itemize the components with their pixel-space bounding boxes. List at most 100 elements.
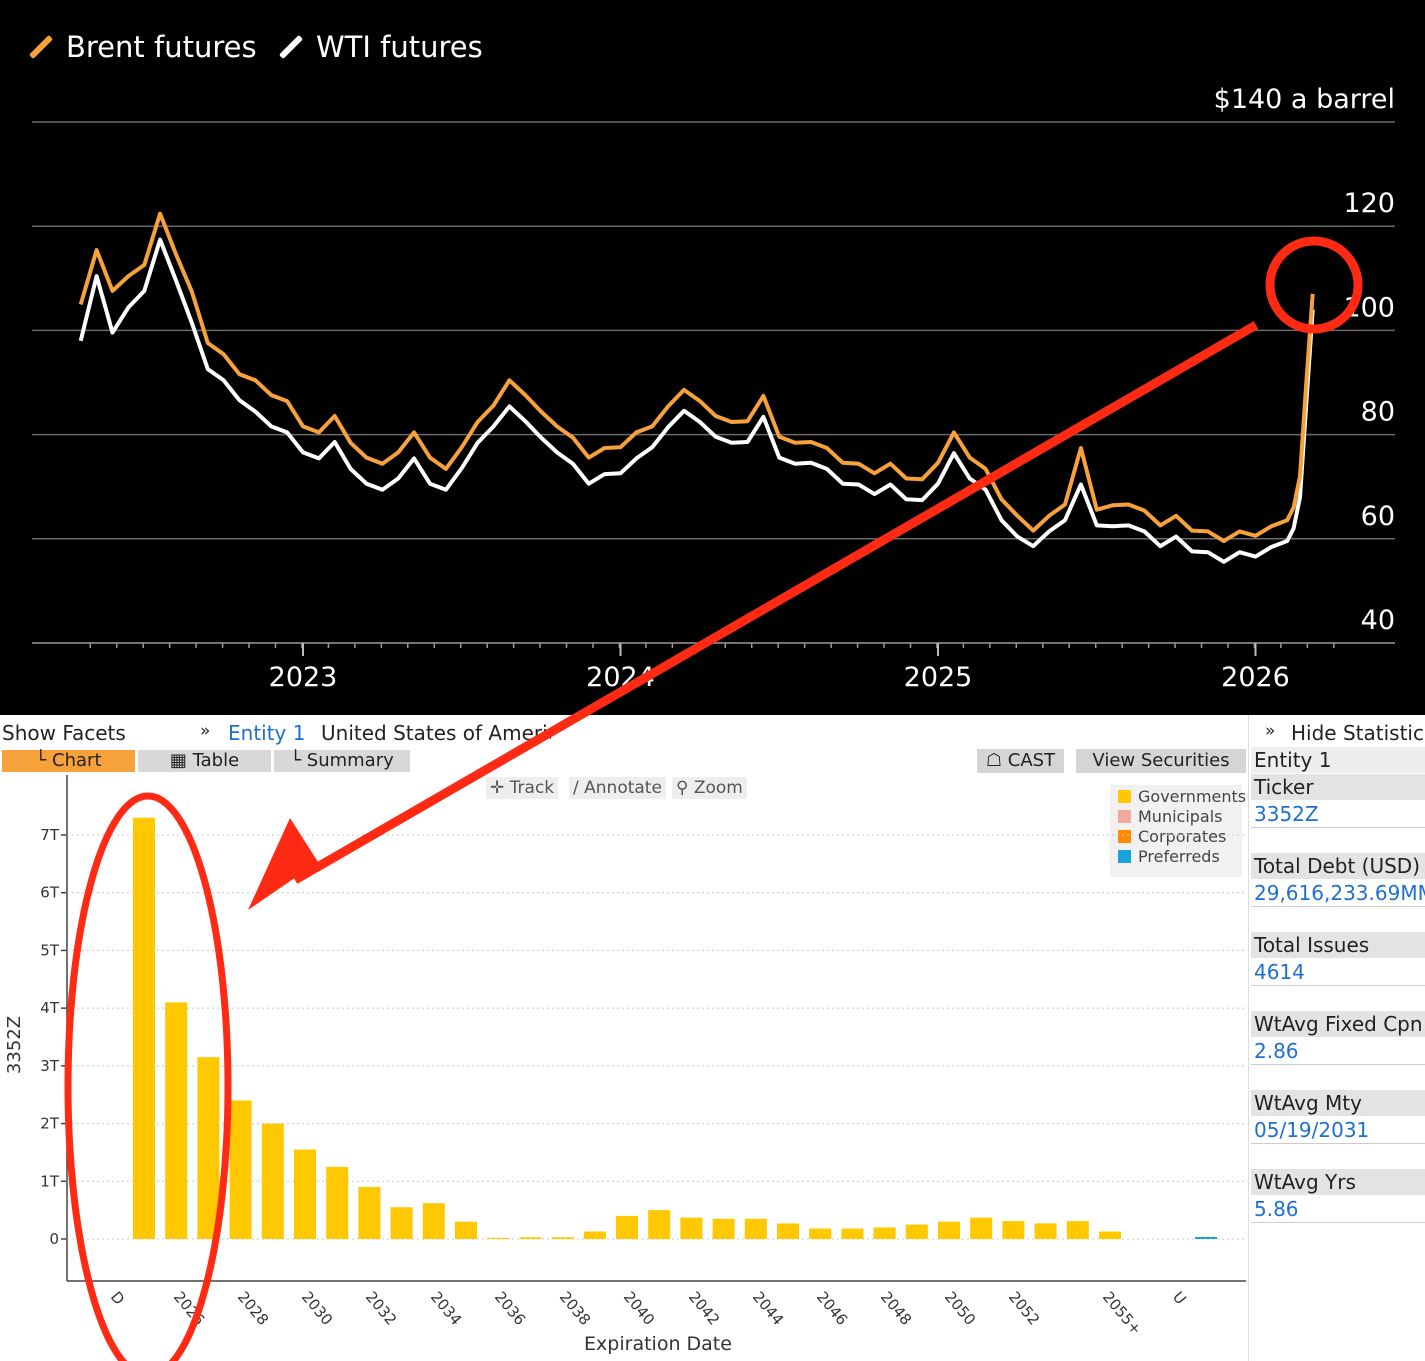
bar-x-tick-U: U [1169,1288,1190,1308]
bar-preferreds-U [1195,1237,1217,1239]
bar-x-tick-2026: 2026 [170,1288,208,1329]
stat-yrs-label: WtAvg Yrs [1251,1169,1425,1195]
y-tick-60: 60 [1361,501,1395,532]
stats-entity: Entity 1 [1251,747,1425,773]
legend-wti: WTI futures [278,30,483,64]
bar-governments-2044 [744,1218,767,1239]
stat-cpn-label: WtAvg Fixed Cpn [1251,1011,1425,1037]
bar-governments-2031 [326,1166,349,1239]
bar-x-tick-2052: 2052 [1005,1288,1043,1329]
bar-y-tick-3T: 3T [40,1057,60,1075]
stat-debt-value[interactable]: 29,616,233.69MM [1251,880,1425,907]
y-tick-80: 80 [1361,397,1395,428]
bar-governments-2032 [358,1187,381,1239]
x-tick-2023: 2023 [269,662,338,693]
bar-governments-2030 [294,1149,316,1239]
bar-governments-2027 [197,1057,220,1239]
maturity-bar-plot: 0 1T 2T 3T 4T 5T 6T 7T 3352Z D 2026 2028 2030 2032 203… [4,775,1246,1355]
stat-issues-value[interactable]: 4614 [1251,959,1425,986]
bar-x-tick-2048: 2048 [877,1288,915,1329]
chart-tab-icon: └ [35,750,47,771]
bar-x-tick-2036: 2036 [491,1288,529,1329]
bar-governments-2042 [680,1217,703,1239]
bar-governments-2025 [133,817,155,1239]
bar-x-tick-2055+: 2055+ [1099,1288,1145,1338]
bar-y-tick-5T: 5T [40,941,60,959]
x-tick-2026: 2026 [1221,662,1290,693]
bar-governments-2043 [712,1218,735,1239]
tab-chart[interactable]: └ Chart [2,750,135,772]
bar-x-tick-2046: 2046 [813,1288,851,1329]
brent-wti-chart: Brent futures WTI futures 40 60 80 100 120 $1… [0,0,1425,715]
bar-governments-2035 [455,1221,477,1239]
bar-governments-2053 [1034,1223,1057,1239]
y-tick-40: 40 [1361,605,1395,636]
y-tick-120: 120 [1343,188,1395,219]
bar-x-tick-2044: 2044 [749,1288,787,1329]
statistics-panel: » Hide Statistics Entity 1 Ticker 3352Z … [1248,715,1425,1361]
bar-governments-2047 [841,1228,864,1239]
tab-table[interactable]: ▦ Table [138,750,271,772]
bar-x-axis-title: Expiration Date [584,1333,732,1355]
tab-table-label: Table [192,750,240,771]
bar-y-tick-0: 0 [49,1230,59,1248]
stat-ticker-label: Ticker [1251,774,1425,800]
bar-governments-2037 [519,1237,542,1239]
hide-stats-icon[interactable]: » [1265,721,1276,741]
bar-y-axis-title: 3352Z [4,1016,25,1074]
bar-governments-2045 [777,1223,799,1239]
bar-y-tick-1T: 1T [40,1172,60,1190]
bar-y-tick-2T: 2T [40,1115,60,1133]
y-tick-140: $140 a barrel [1214,84,1395,115]
bar-governments-2050 [938,1221,960,1239]
bar-x-tick-2042: 2042 [685,1288,723,1329]
legend-brent-label: Brent futures [66,30,257,64]
stat-ticker-value[interactable]: 3352Z [1251,801,1425,828]
bar-x-tick-2034: 2034 [427,1288,465,1329]
bar-x-tick-D: D [107,1288,128,1308]
bar-x-tick-2038: 2038 [556,1288,594,1329]
stat-mty-value[interactable]: 05/19/2031 [1251,1117,1425,1144]
x-tick-2024: 2024 [586,662,655,693]
table-tab-icon: ▦ [169,750,187,771]
bar-governments-2051 [970,1217,993,1239]
bar-y-tick-6T: 6T [40,884,60,902]
stat-debt-label: Total Debt (USD) [1251,853,1425,879]
maturity-panel: Show Facets » Entity 1 United States of … [0,715,1425,1361]
stat-cpn-value[interactable]: 2.86 [1251,1038,1425,1065]
stat-yrs-value[interactable]: 5.86 [1251,1196,1425,1223]
bar-y-tick-4T: 4T [40,999,60,1017]
bar-governments-2034 [422,1203,445,1239]
facet-expand-icon[interactable]: » [200,721,211,741]
bar-x-tick-2050: 2050 [941,1288,979,1329]
hide-statistics-button[interactable]: Hide Statistics [1291,721,1425,745]
show-facets[interactable]: Show Facets [2,721,126,745]
entity-link[interactable]: Entity 1 [228,721,306,745]
legend-brent: Brent futures [28,30,257,64]
y-tick-100: 100 [1343,292,1395,323]
legend-wti-label: WTI futures [316,30,483,64]
stat-mty-label: WtAvg Mty [1251,1090,1425,1116]
bar-x-tick-2030: 2030 [298,1288,336,1329]
bar-governments-2040 [616,1215,638,1239]
bar-governments-2041 [648,1210,671,1239]
bar-y-tick-7T: 7T [40,826,60,844]
bar-governments-2046 [809,1228,832,1239]
bar-governments-2049 [905,1224,928,1239]
bar-governments-2033 [390,1207,413,1239]
bar-governments-2048 [873,1227,896,1239]
stat-issues-label: Total Issues [1251,932,1425,958]
bar-governments-2038 [551,1237,574,1239]
bar-x-tick-2032: 2032 [362,1288,400,1329]
bar-governments-2029 [261,1123,284,1239]
bar-x-tick-2028: 2028 [234,1288,272,1329]
x-tick-2025: 2025 [904,662,973,693]
bar-governments-2036 [487,1237,510,1239]
bar-x-tick-2040: 2040 [620,1288,658,1329]
bar-governments-2026 [165,1002,188,1239]
price-plot: 40 60 80 100 120 $140 a barrel 2023 2024 2025 202… [32,84,1395,693]
series-line-brent-futures [78,211,1315,543]
bar-governments-2028 [229,1100,252,1239]
bar-governments-2055+ [1099,1231,1121,1239]
bar-governments-2052 [1002,1221,1025,1239]
